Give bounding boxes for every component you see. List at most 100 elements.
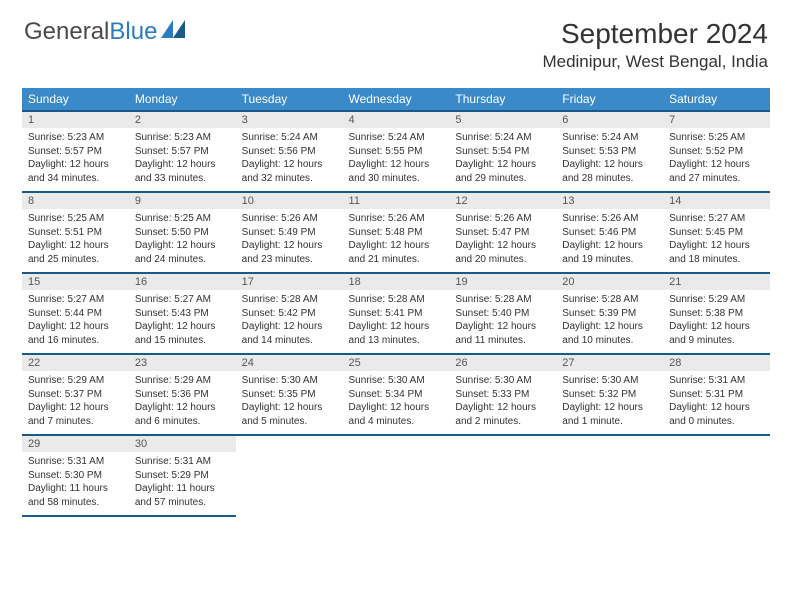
sunrise-line: Sunrise: 5:30 AM <box>562 374 657 388</box>
day-number: 4 <box>343 112 450 128</box>
day-body: Sunrise: 5:29 AMSunset: 5:36 PMDaylight:… <box>129 371 236 434</box>
day-number: 11 <box>343 193 450 209</box>
daylight-line: Daylight: 12 hours and 2 minutes. <box>455 401 550 428</box>
calendar-header: SundayMondayTuesdayWednesdayThursdayFrid… <box>22 88 770 111</box>
sunrise-line: Sunrise: 5:27 AM <box>135 293 230 307</box>
sunset-line: Sunset: 5:52 PM <box>669 145 764 159</box>
weekday-header: Saturday <box>663 88 770 111</box>
month-title: September 2024 <box>542 18 768 50</box>
calendar-cell: 27Sunrise: 5:30 AMSunset: 5:32 PMDayligh… <box>556 354 663 435</box>
sunset-line: Sunset: 5:31 PM <box>669 388 764 402</box>
sunset-line: Sunset: 5:36 PM <box>135 388 230 402</box>
location: Medinipur, West Bengal, India <box>542 52 768 72</box>
sunrise-line: Sunrise: 5:24 AM <box>455 131 550 145</box>
sunset-line: Sunset: 5:38 PM <box>669 307 764 321</box>
sunrise-line: Sunrise: 5:26 AM <box>562 212 657 226</box>
calendar-cell: 9Sunrise: 5:25 AMSunset: 5:50 PMDaylight… <box>129 192 236 273</box>
day-number: 7 <box>663 112 770 128</box>
daylight-line: Daylight: 12 hours and 23 minutes. <box>242 239 337 266</box>
sunset-line: Sunset: 5:48 PM <box>349 226 444 240</box>
sunset-line: Sunset: 5:56 PM <box>242 145 337 159</box>
sunset-line: Sunset: 5:46 PM <box>562 226 657 240</box>
day-body: Sunrise: 5:30 AMSunset: 5:33 PMDaylight:… <box>449 371 556 434</box>
day-number: 25 <box>343 355 450 371</box>
sunset-line: Sunset: 5:57 PM <box>135 145 230 159</box>
day-number: 14 <box>663 193 770 209</box>
day-body: Sunrise: 5:26 AMSunset: 5:49 PMDaylight:… <box>236 209 343 272</box>
calendar-cell: 28Sunrise: 5:31 AMSunset: 5:31 PMDayligh… <box>663 354 770 435</box>
daylight-line: Daylight: 12 hours and 28 minutes. <box>562 158 657 185</box>
day-body: Sunrise: 5:31 AMSunset: 5:31 PMDaylight:… <box>663 371 770 434</box>
calendar-cell: 29Sunrise: 5:31 AMSunset: 5:30 PMDayligh… <box>22 435 129 516</box>
daylight-line: Daylight: 12 hours and 14 minutes. <box>242 320 337 347</box>
calendar-cell: 13Sunrise: 5:26 AMSunset: 5:46 PMDayligh… <box>556 192 663 273</box>
day-number: 16 <box>129 274 236 290</box>
sunrise-line: Sunrise: 5:25 AM <box>28 212 123 226</box>
weekday-header: Friday <box>556 88 663 111</box>
day-number: 29 <box>22 436 129 452</box>
sunrise-line: Sunrise: 5:30 AM <box>349 374 444 388</box>
day-body: Sunrise: 5:26 AMSunset: 5:47 PMDaylight:… <box>449 209 556 272</box>
logo-text-blue: Blue <box>109 18 157 46</box>
calendar-cell: .. <box>556 435 663 516</box>
sunset-line: Sunset: 5:44 PM <box>28 307 123 321</box>
calendar-cell: 25Sunrise: 5:30 AMSunset: 5:34 PMDayligh… <box>343 354 450 435</box>
calendar-cell: 20Sunrise: 5:28 AMSunset: 5:39 PMDayligh… <box>556 273 663 354</box>
day-body: Sunrise: 5:24 AMSunset: 5:56 PMDaylight:… <box>236 128 343 191</box>
day-body: Sunrise: 5:29 AMSunset: 5:37 PMDaylight:… <box>22 371 129 434</box>
sunrise-line: Sunrise: 5:26 AM <box>242 212 337 226</box>
day-body: Sunrise: 5:30 AMSunset: 5:34 PMDaylight:… <box>343 371 450 434</box>
sunrise-line: Sunrise: 5:30 AM <box>455 374 550 388</box>
day-body: Sunrise: 5:24 AMSunset: 5:55 PMDaylight:… <box>343 128 450 191</box>
sunset-line: Sunset: 5:33 PM <box>455 388 550 402</box>
day-body: Sunrise: 5:28 AMSunset: 5:42 PMDaylight:… <box>236 290 343 353</box>
sunrise-line: Sunrise: 5:31 AM <box>28 455 123 469</box>
header: GeneralBlue September 2024 Medinipur, We… <box>0 0 792 76</box>
calendar-cell: 5Sunrise: 5:24 AMSunset: 5:54 PMDaylight… <box>449 111 556 192</box>
day-body: Sunrise: 5:31 AMSunset: 5:29 PMDaylight:… <box>129 452 236 515</box>
sunrise-line: Sunrise: 5:24 AM <box>349 131 444 145</box>
day-body: Sunrise: 5:30 AMSunset: 5:32 PMDaylight:… <box>556 371 663 434</box>
sunset-line: Sunset: 5:49 PM <box>242 226 337 240</box>
daylight-line: Daylight: 12 hours and 18 minutes. <box>669 239 764 266</box>
sunset-line: Sunset: 5:37 PM <box>28 388 123 402</box>
day-body: Sunrise: 5:23 AMSunset: 5:57 PMDaylight:… <box>22 128 129 191</box>
day-body: Sunrise: 5:25 AMSunset: 5:50 PMDaylight:… <box>129 209 236 272</box>
calendar-cell: 11Sunrise: 5:26 AMSunset: 5:48 PMDayligh… <box>343 192 450 273</box>
sunrise-line: Sunrise: 5:27 AM <box>28 293 123 307</box>
daylight-line: Daylight: 12 hours and 32 minutes. <box>242 158 337 185</box>
weekday-header: Thursday <box>449 88 556 111</box>
sunrise-line: Sunrise: 5:28 AM <box>455 293 550 307</box>
calendar-cell: .. <box>663 435 770 516</box>
daylight-line: Daylight: 12 hours and 9 minutes. <box>669 320 764 347</box>
calendar-cell: 7Sunrise: 5:25 AMSunset: 5:52 PMDaylight… <box>663 111 770 192</box>
weekday-header: Wednesday <box>343 88 450 111</box>
day-number: 27 <box>556 355 663 371</box>
calendar-cell: 4Sunrise: 5:24 AMSunset: 5:55 PMDaylight… <box>343 111 450 192</box>
calendar-cell: 15Sunrise: 5:27 AMSunset: 5:44 PMDayligh… <box>22 273 129 354</box>
sunset-line: Sunset: 5:50 PM <box>135 226 230 240</box>
sunset-line: Sunset: 5:29 PM <box>135 469 230 483</box>
daylight-line: Daylight: 12 hours and 21 minutes. <box>349 239 444 266</box>
calendar-table: SundayMondayTuesdayWednesdayThursdayFrid… <box>22 88 770 517</box>
day-number: 28 <box>663 355 770 371</box>
calendar-cell: 16Sunrise: 5:27 AMSunset: 5:43 PMDayligh… <box>129 273 236 354</box>
sunset-line: Sunset: 5:47 PM <box>455 226 550 240</box>
day-body: Sunrise: 5:28 AMSunset: 5:39 PMDaylight:… <box>556 290 663 353</box>
day-body: Sunrise: 5:28 AMSunset: 5:41 PMDaylight:… <box>343 290 450 353</box>
weekday-header: Sunday <box>22 88 129 111</box>
sunrise-line: Sunrise: 5:24 AM <box>242 131 337 145</box>
calendar-cell: 2Sunrise: 5:23 AMSunset: 5:57 PMDaylight… <box>129 111 236 192</box>
calendar-cell: 22Sunrise: 5:29 AMSunset: 5:37 PMDayligh… <box>22 354 129 435</box>
day-number: 19 <box>449 274 556 290</box>
day-number: 26 <box>449 355 556 371</box>
sunset-line: Sunset: 5:57 PM <box>28 145 123 159</box>
sunrise-line: Sunrise: 5:31 AM <box>669 374 764 388</box>
day-body: Sunrise: 5:25 AMSunset: 5:51 PMDaylight:… <box>22 209 129 272</box>
day-number: 23 <box>129 355 236 371</box>
logo-icon <box>161 17 185 45</box>
day-body: Sunrise: 5:25 AMSunset: 5:52 PMDaylight:… <box>663 128 770 191</box>
calendar-cell: 23Sunrise: 5:29 AMSunset: 5:36 PMDayligh… <box>129 354 236 435</box>
day-body: Sunrise: 5:23 AMSunset: 5:57 PMDaylight:… <box>129 128 236 191</box>
daylight-line: Daylight: 12 hours and 7 minutes. <box>28 401 123 428</box>
